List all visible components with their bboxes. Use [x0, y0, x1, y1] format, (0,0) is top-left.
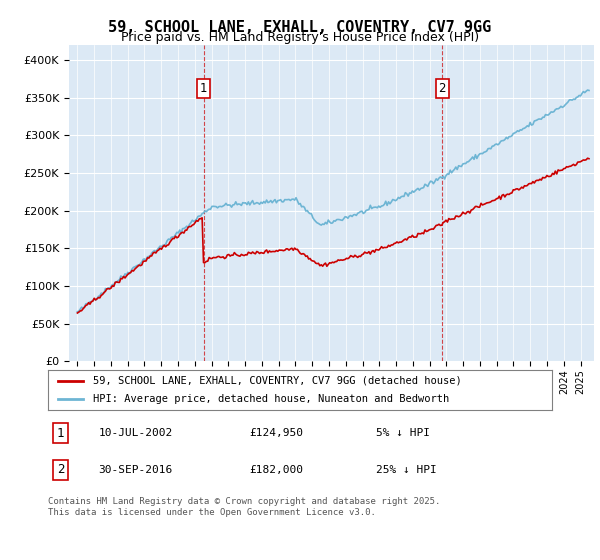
Text: 1: 1	[200, 82, 207, 95]
Text: 1: 1	[57, 427, 64, 440]
Text: Price paid vs. HM Land Registry's House Price Index (HPI): Price paid vs. HM Land Registry's House …	[121, 31, 479, 44]
Text: 25% ↓ HPI: 25% ↓ HPI	[376, 465, 436, 475]
Text: 59, SCHOOL LANE, EXHALL, COVENTRY, CV7 9GG (detached house): 59, SCHOOL LANE, EXHALL, COVENTRY, CV7 9…	[94, 376, 462, 386]
Text: 30-SEP-2016: 30-SEP-2016	[98, 465, 173, 475]
Text: 10-JUL-2002: 10-JUL-2002	[98, 428, 173, 438]
Text: 2: 2	[439, 82, 446, 95]
Text: HPI: Average price, detached house, Nuneaton and Bedworth: HPI: Average price, detached house, Nune…	[94, 394, 449, 404]
Text: 5% ↓ HPI: 5% ↓ HPI	[376, 428, 430, 438]
Text: Contains HM Land Registry data © Crown copyright and database right 2025.
This d: Contains HM Land Registry data © Crown c…	[48, 497, 440, 517]
Text: 2: 2	[57, 463, 64, 476]
Text: 59, SCHOOL LANE, EXHALL, COVENTRY, CV7 9GG: 59, SCHOOL LANE, EXHALL, COVENTRY, CV7 9…	[109, 20, 491, 35]
Text: £124,950: £124,950	[250, 428, 304, 438]
Text: £182,000: £182,000	[250, 465, 304, 475]
